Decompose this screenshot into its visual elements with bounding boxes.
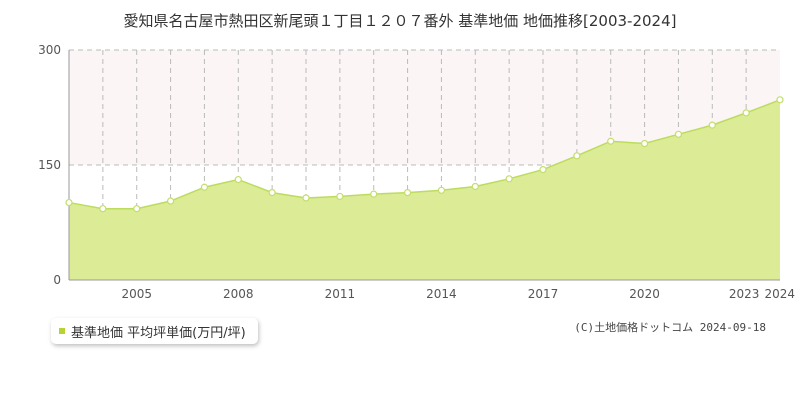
data-point [573,152,581,160]
legend: 基準地価 平均坪単価(万円/坪) [51,318,258,344]
chart-title: 愛知県名古屋市熱田区新尾頭１丁目１２０７番外 基準地価 地価推移[2003-20… [123,12,677,30]
data-point [99,205,107,213]
y-tick-label: 300 [38,43,61,57]
x-tick-label: 2024 [764,287,795,301]
data-point [268,189,276,197]
data-point [640,139,649,148]
x-tick-label: 2017 [528,287,559,301]
data-point [302,194,310,202]
data-point [65,198,73,207]
legend-label: 基準地価 平均坪単価(万円/坪) [71,325,246,341]
data-point [403,189,412,197]
series-line [68,99,781,210]
x-tick-label: 2011 [325,287,356,301]
data-point [742,109,750,117]
y-tick-label: 150 [38,158,61,172]
x-tick-labels: 2005 2008 2011 2014 2017 2020 2023 2024 [121,287,795,301]
data-point [336,192,344,201]
x-tick-label: 2023 [729,287,760,301]
data-point [708,121,716,129]
data-point [505,175,513,183]
data-point [370,190,378,198]
series-area [69,99,780,280]
data-point [776,96,784,104]
legend-swatch [59,328,65,334]
data-point [539,166,547,174]
data-point [234,175,242,184]
y-tick-label: 0 [53,273,61,287]
x-tick-label: 2005 [121,287,152,301]
x-tick-label: 2014 [426,287,457,301]
data-point [471,182,479,191]
data-point [133,205,141,213]
x-tick-label: 2020 [629,287,660,301]
y-tick-labels: 0 150 300 [38,43,61,287]
axes [68,50,780,281]
data-point [437,186,446,194]
data-point [166,197,175,205]
data-point [674,130,683,138]
data-point [607,137,615,145]
copyright-text: (C)土地価格ドットコム 2024-09-18 [574,321,766,334]
x-tick-label: 2008 [223,287,254,301]
series-points [65,96,784,213]
data-point [200,183,209,191]
